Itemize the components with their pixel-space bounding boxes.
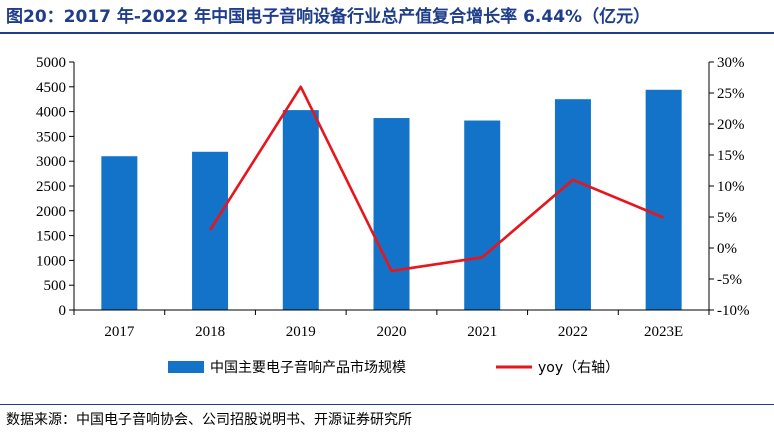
bar-2019: [282, 110, 319, 310]
left-tick-label: 1500: [36, 229, 66, 245]
right-tick-label: 25%: [717, 86, 745, 102]
left-tick-label: 500: [44, 278, 67, 294]
left-tick-label: 0: [59, 303, 67, 319]
x-tick-label: 2018: [195, 324, 225, 340]
left-y-axis: 0 500 1000 1500 2000 2500 3000 3500 4000 4500 5000: [36, 55, 75, 319]
left-tick-label: 1000: [36, 253, 66, 269]
x-tick-label: 2022: [558, 324, 588, 340]
chart-svg: 2017 2018 2019 2020 2021 2022 2023E 0 500 1000 15…: [36, 55, 750, 376]
legend-bar-label: 中国主要电子音响产品市场规模: [210, 359, 406, 376]
x-axis: 2017 2018 2019 2020 2021 2022 2023E: [73, 309, 710, 340]
bar-2023E: [645, 89, 682, 310]
x-tick-label: 2020: [377, 324, 407, 340]
x-tick-label: 2023E: [644, 324, 683, 340]
bar-2020: [373, 118, 410, 310]
right-tick-label: 5%: [717, 210, 737, 226]
bars-group: [101, 89, 682, 310]
bar-2021: [464, 120, 501, 310]
left-tick-label: 2000: [36, 204, 66, 220]
bar-2017: [101, 156, 138, 310]
left-tick-label: 3500: [36, 129, 66, 145]
right-tick-label: 0%: [717, 241, 737, 257]
bar-2018: [192, 151, 229, 310]
bar-2022: [554, 99, 591, 310]
right-tick-label: 15%: [717, 148, 745, 164]
left-tick-label: 4000: [36, 105, 66, 121]
chart-title: 图20：2017 年-2022 年中国电子音响设备行业总产值复合增长率 6.44…: [6, 7, 651, 27]
right-y-axis: -10% -5% 0% 5% 10% 15% 20% 25% 30%: [708, 55, 750, 319]
x-tick-label: 2019: [286, 324, 316, 340]
left-tick-label: 3000: [36, 154, 66, 170]
source-note: 数据来源：中国电子音响协会、公司招股说明书、开源证券研究所: [6, 412, 412, 428]
left-tick-label: 2500: [36, 179, 66, 195]
source-divider: [0, 404, 774, 405]
right-tick-label: 20%: [717, 117, 745, 133]
line-group: [208, 85, 665, 273]
legend: 中国主要电子音响产品市场规模 yoy（右轴）: [168, 359, 619, 376]
left-tick-label: 4500: [36, 80, 66, 96]
yoy-line: [208, 85, 665, 273]
title-divider: [0, 32, 774, 34]
right-tick-label: -5%: [717, 272, 742, 288]
left-tick-label: 5000: [36, 55, 66, 71]
right-tick-label: -10%: [717, 303, 750, 319]
x-tick-label: 2021: [467, 324, 497, 340]
right-tick-label: 10%: [717, 179, 745, 195]
right-tick-label: 30%: [717, 55, 745, 71]
legend-line-label: yoy（右轴）: [538, 360, 619, 376]
legend-bar-swatch: [168, 361, 204, 373]
x-tick-label: 2017: [104, 324, 135, 340]
